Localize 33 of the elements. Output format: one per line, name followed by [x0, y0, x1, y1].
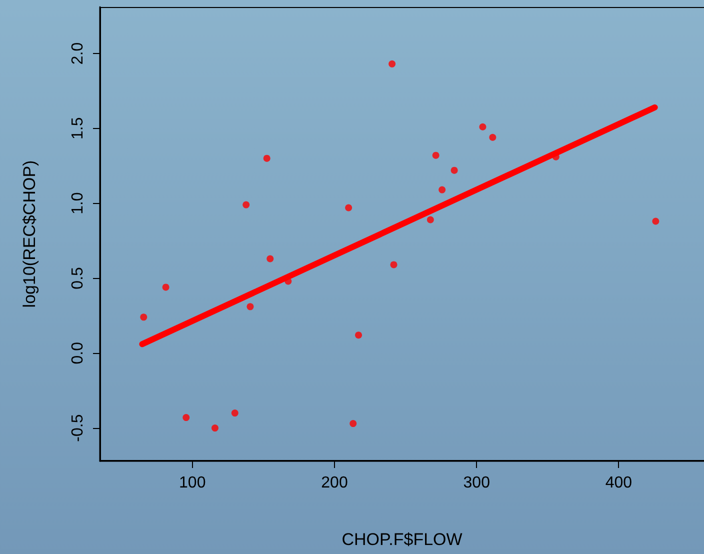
point	[182, 414, 190, 422]
point	[266, 255, 274, 262]
y-axis-title: log10(REC$CHOP)	[20, 160, 39, 308]
point	[426, 216, 434, 224]
x-axis-title: CHOP.F$FLOW	[342, 530, 462, 549]
point	[438, 186, 446, 194]
y-tick-label: 2.0	[70, 42, 86, 65]
y-tick-label: -0.5	[70, 414, 86, 442]
x-tick-label: 100	[179, 474, 206, 492]
y-tick-label: 1.0	[70, 192, 86, 214]
x-tick-label: 200	[321, 474, 348, 492]
y-tick-label: 1.5	[70, 117, 86, 140]
point	[211, 424, 218, 432]
x-tick-label: 300	[463, 474, 490, 492]
point	[345, 204, 352, 212]
point	[390, 261, 398, 268]
y-tick-label: 0.5	[70, 266, 86, 290]
point	[140, 314, 148, 321]
point	[489, 134, 496, 141]
x-tick-label: 400	[605, 474, 632, 492]
y-tick-label: 0.0	[70, 342, 86, 364]
point	[479, 123, 486, 130]
point	[388, 60, 396, 68]
point	[432, 152, 440, 159]
point	[652, 218, 660, 225]
point	[263, 154, 270, 162]
point	[242, 201, 250, 208]
point	[246, 303, 254, 310]
point	[350, 420, 357, 428]
point	[162, 284, 170, 291]
point	[450, 166, 458, 174]
point	[355, 332, 362, 339]
point	[231, 410, 238, 417]
